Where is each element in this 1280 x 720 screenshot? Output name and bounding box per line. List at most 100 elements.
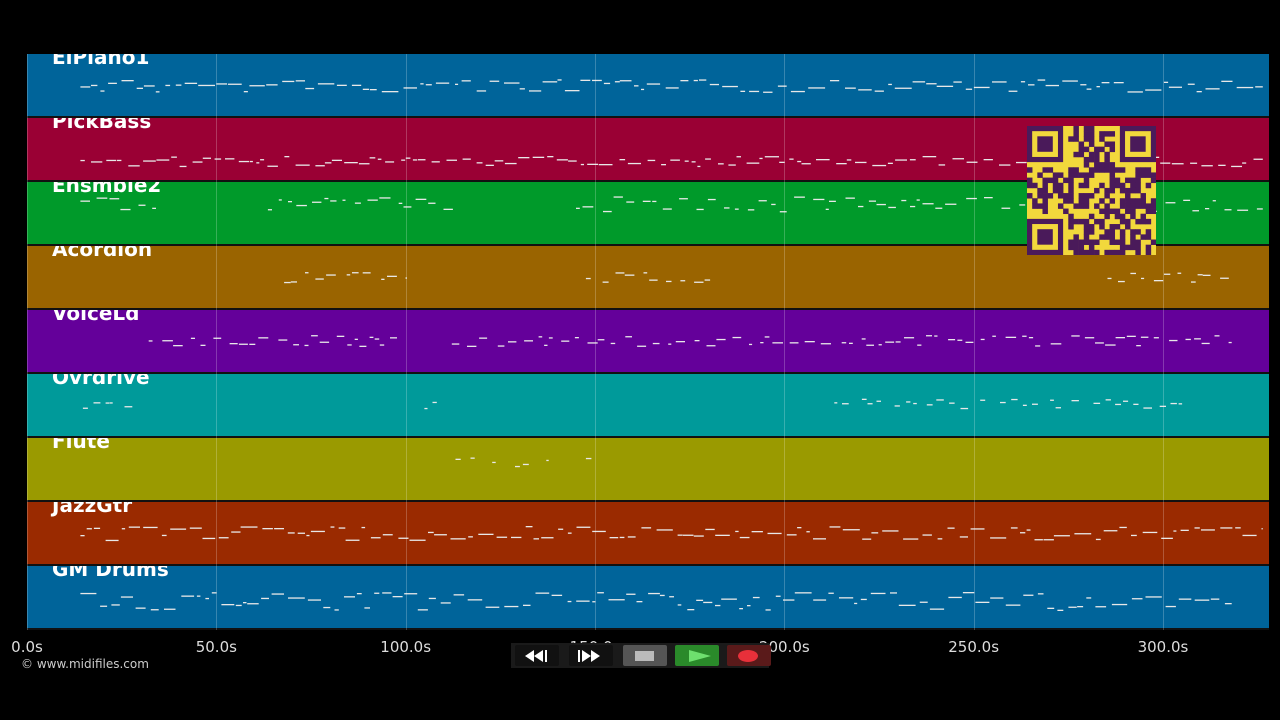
play-button[interactable] bbox=[675, 645, 719, 666]
track-lane[interactable]: JazzGtr bbox=[27, 502, 1269, 566]
note bbox=[568, 160, 577, 162]
note bbox=[96, 197, 108, 199]
note bbox=[381, 91, 399, 93]
note bbox=[608, 599, 625, 601]
note bbox=[116, 159, 122, 162]
track-lane[interactable]: Flute bbox=[27, 438, 1269, 502]
note bbox=[218, 537, 229, 539]
track-lane[interactable]: GM Drums bbox=[27, 566, 1269, 630]
note bbox=[249, 85, 265, 87]
fast-forward-button[interactable] bbox=[569, 645, 613, 666]
note bbox=[1118, 280, 1125, 283]
note bbox=[221, 604, 235, 606]
note bbox=[1050, 343, 1062, 345]
note bbox=[1101, 82, 1110, 84]
note bbox=[937, 538, 943, 540]
note bbox=[910, 205, 916, 208]
note bbox=[262, 528, 273, 530]
note bbox=[619, 80, 632, 82]
note bbox=[1159, 405, 1166, 407]
note bbox=[680, 280, 686, 282]
note bbox=[962, 592, 975, 594]
note bbox=[1028, 337, 1034, 339]
note bbox=[347, 344, 352, 346]
note bbox=[637, 345, 647, 347]
note bbox=[564, 90, 580, 92]
note bbox=[687, 609, 695, 611]
rewind-button[interactable] bbox=[515, 645, 559, 666]
note bbox=[948, 339, 956, 341]
note bbox=[288, 201, 292, 203]
note bbox=[80, 592, 97, 595]
note bbox=[492, 461, 496, 464]
note bbox=[999, 164, 1011, 166]
note bbox=[789, 158, 794, 160]
note bbox=[211, 592, 217, 594]
note bbox=[398, 537, 409, 539]
note bbox=[829, 526, 841, 528]
note bbox=[804, 341, 815, 343]
note bbox=[385, 161, 395, 163]
note bbox=[775, 595, 781, 597]
note bbox=[1194, 599, 1210, 601]
note bbox=[106, 159, 117, 162]
note bbox=[453, 594, 465, 596]
track-lane[interactable]: VoiceLd bbox=[27, 310, 1269, 374]
note-pattern bbox=[80, 526, 1263, 542]
track-lane[interactable]: Acordion bbox=[27, 246, 1269, 310]
note bbox=[704, 279, 711, 281]
note bbox=[1126, 335, 1136, 337]
note bbox=[451, 343, 460, 345]
note bbox=[1095, 342, 1104, 344]
note bbox=[1185, 338, 1191, 341]
note bbox=[1177, 272, 1182, 274]
note bbox=[231, 531, 241, 533]
note bbox=[121, 80, 134, 82]
note bbox=[734, 208, 739, 210]
note bbox=[196, 595, 201, 597]
note bbox=[404, 593, 418, 595]
note bbox=[957, 339, 963, 341]
note bbox=[485, 164, 494, 166]
note bbox=[894, 405, 900, 407]
note bbox=[1170, 402, 1177, 405]
stop-button[interactable] bbox=[623, 645, 667, 666]
note bbox=[532, 156, 545, 158]
note bbox=[1190, 162, 1198, 164]
note bbox=[652, 342, 660, 345]
note bbox=[938, 164, 946, 166]
note bbox=[1020, 532, 1026, 534]
note bbox=[367, 199, 378, 201]
note bbox=[164, 608, 176, 610]
note bbox=[1201, 529, 1215, 531]
track-lane[interactable]: ElPiano1 bbox=[27, 54, 1269, 118]
note bbox=[952, 158, 964, 160]
note bbox=[181, 595, 195, 597]
note bbox=[556, 159, 568, 161]
note bbox=[634, 85, 639, 87]
note bbox=[1095, 606, 1107, 608]
note bbox=[356, 593, 362, 595]
note bbox=[1224, 209, 1232, 211]
note bbox=[732, 336, 742, 339]
note bbox=[992, 81, 1007, 83]
note bbox=[354, 202, 361, 204]
note bbox=[1053, 535, 1070, 537]
note bbox=[324, 197, 329, 200]
note bbox=[387, 275, 397, 277]
note bbox=[567, 532, 572, 534]
note bbox=[295, 80, 305, 82]
note bbox=[1220, 277, 1229, 279]
record-button[interactable] bbox=[727, 645, 771, 666]
note bbox=[894, 87, 912, 89]
note bbox=[705, 158, 711, 160]
note-pattern bbox=[80, 592, 1232, 611]
note bbox=[93, 402, 101, 404]
track-lane[interactable]: Ovrdrive bbox=[27, 374, 1269, 438]
note bbox=[694, 340, 700, 342]
note bbox=[878, 344, 882, 346]
note bbox=[297, 532, 305, 534]
note bbox=[1131, 598, 1143, 600]
note bbox=[845, 197, 855, 199]
note bbox=[1191, 281, 1196, 283]
